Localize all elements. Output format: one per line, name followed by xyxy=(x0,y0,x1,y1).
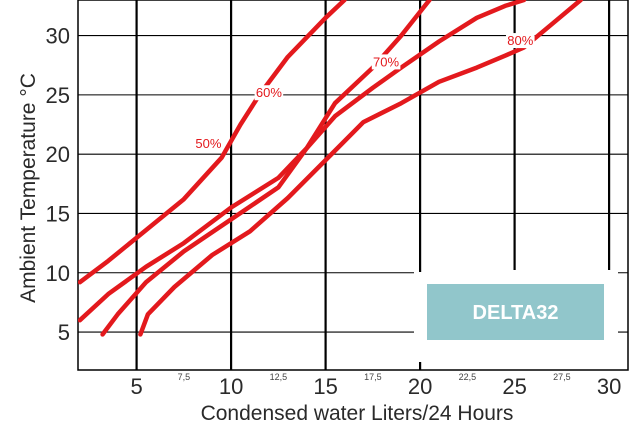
y-tick-label: 10 xyxy=(46,261,70,286)
x-minor-tick-label: 22,5 xyxy=(459,372,477,382)
series-label-background xyxy=(254,85,284,101)
series-line-60pct xyxy=(78,0,432,323)
plot-frame xyxy=(77,0,629,371)
series-label: 60% xyxy=(256,85,282,100)
labels-layer: 50% 60% 70% 80% xyxy=(194,33,535,152)
series-line-80pct xyxy=(138,0,583,337)
x-tick-label: 30 xyxy=(597,374,621,399)
series-label: 80% xyxy=(507,33,533,48)
x-minor-tick-label: 7,5 xyxy=(178,372,191,382)
x-tick-label: 20 xyxy=(408,374,432,399)
x-minor-tick-label: 12,5 xyxy=(270,372,288,382)
y-tick-label: 25 xyxy=(46,83,70,108)
x-tick-label: 25 xyxy=(502,374,526,399)
series-label: 70% xyxy=(373,54,399,69)
series-label: 50% xyxy=(195,136,221,151)
y-tick-label: 30 xyxy=(46,24,70,49)
y-tick-label: 20 xyxy=(46,142,70,167)
x-tick-label: 15 xyxy=(313,374,337,399)
series-line-50pct xyxy=(78,0,347,285)
series-line-70pct xyxy=(100,0,527,337)
series-label-background xyxy=(371,54,401,70)
y-axis-label: Ambient Temperature °C xyxy=(17,73,40,303)
x-tick-label: 10 xyxy=(219,374,243,399)
x-axis-label: Condensed water Liters/24 Hours xyxy=(201,402,514,425)
x-minor-tick-label: 27,5 xyxy=(553,372,571,382)
y-tick-label: 5 xyxy=(58,320,70,345)
badge-background xyxy=(427,284,604,340)
y-tick-label: 15 xyxy=(46,201,70,226)
badge-label: DELTA32 xyxy=(473,302,559,324)
series-label-background xyxy=(194,136,223,152)
x-tick-label: 5 xyxy=(130,374,142,399)
series-label-background xyxy=(505,33,535,49)
x-minor-tick-label: 17,5 xyxy=(364,372,382,382)
ticks-layer: 5 10 15 20 25 30 7,5 12,5 17,5 22,5 27,5 5 10 15 20 25 3… xyxy=(46,24,622,399)
delta32-badge: DELTA32 xyxy=(414,272,618,362)
